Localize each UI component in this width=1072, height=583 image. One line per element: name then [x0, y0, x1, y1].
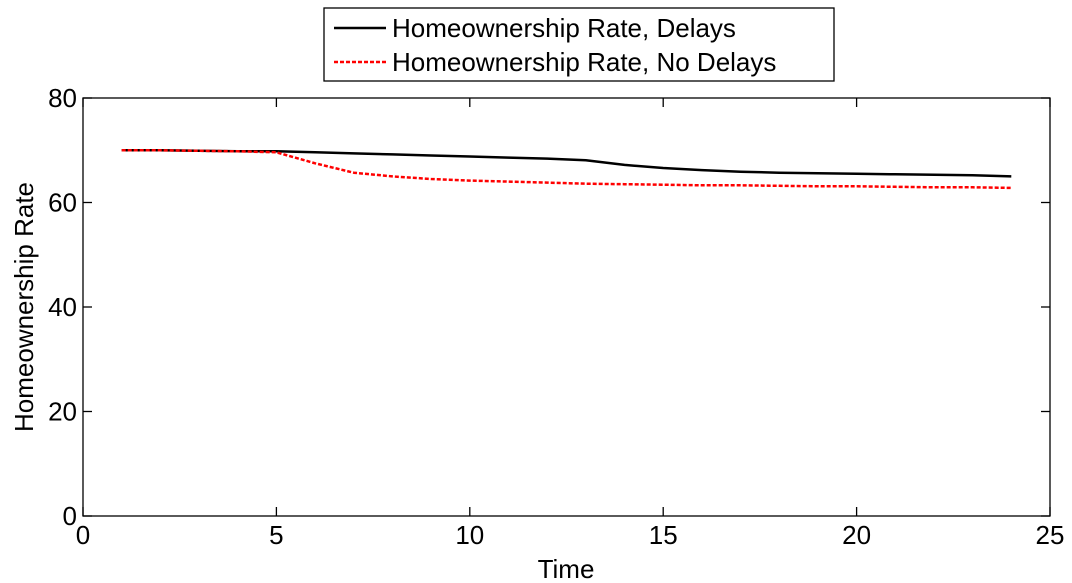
legend-label-no-delays: Homeownership Rate, No Delays [392, 47, 776, 77]
series-line-delays [121, 149, 1012, 178]
x-tick-label: 10 [455, 520, 484, 550]
legend: Homeownership Rate, Delays Homeownership… [323, 7, 835, 82]
x-tick-label: 25 [1036, 520, 1065, 550]
y-tick-label: 0 [63, 501, 77, 531]
y-axis-label: Homeownership Rate [9, 182, 39, 432]
x-axis: 0 5 10 15 20 25 [76, 98, 1065, 550]
x-tick-label: 15 [649, 520, 678, 550]
y-tick-label: 80 [48, 83, 77, 113]
y-tick-label: 60 [48, 188, 77, 218]
y-tick-label: 20 [48, 397, 77, 427]
x-tick-label: 0 [76, 520, 90, 550]
legend-box [323, 7, 835, 82]
series-layer [121, 149, 1012, 190]
x-tick-label: 20 [842, 520, 871, 550]
series-line-no-delays [121, 149, 1012, 190]
y-tick-label: 40 [48, 292, 77, 322]
x-axis-label: Time [538, 554, 595, 583]
y-axis: 0 20 40 60 80 [48, 83, 1050, 531]
legend-label-delays: Homeownership Rate, Delays [392, 13, 736, 43]
plot-area [83, 98, 1050, 516]
x-tick-label: 5 [269, 520, 283, 550]
